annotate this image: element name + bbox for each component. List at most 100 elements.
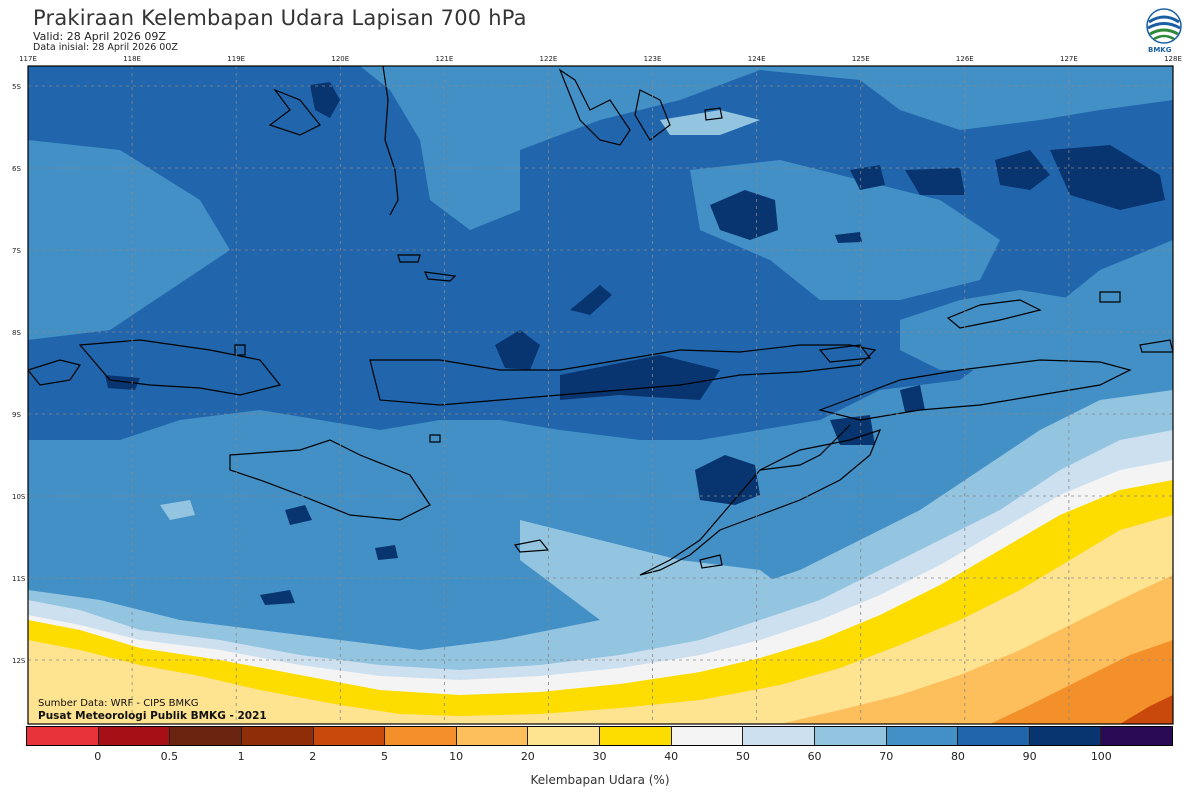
initial-data-time: Data inisial: 28 April 2026 00Z <box>33 42 178 53</box>
latitude-label: 9S <box>12 411 21 419</box>
flores-island <box>369 344 877 406</box>
colorbar-tick-label: 30 <box>592 750 607 763</box>
logo-label: BMKG <box>1148 46 1172 54</box>
timor-island <box>639 429 882 576</box>
colorbar <box>26 726 1173 746</box>
small-island <box>397 254 421 263</box>
humidity-zone-70 <box>900 290 1100 370</box>
small-island <box>424 271 457 282</box>
humidity-core-90 <box>310 82 340 118</box>
humidity-core-90 <box>900 385 925 412</box>
humidity-core-90 <box>285 505 312 525</box>
sulawesi-coast <box>382 66 399 216</box>
colorbar-segment <box>385 727 457 745</box>
latitude-label: 11S <box>12 575 26 583</box>
latitude-label: 5S <box>12 83 21 91</box>
colorbar-tick-label: 1 <box>237 750 245 763</box>
producer-credit: Pusat Meteorologi Publik BMKG - 2021 <box>38 710 267 722</box>
colorbar-segment <box>743 727 815 745</box>
colorbar-segment <box>528 727 600 745</box>
colorbar-tick-label: 100 <box>1090 750 1112 763</box>
colorbar-segment <box>313 727 386 745</box>
small-island <box>704 107 723 121</box>
latitude-label: 8S <box>12 329 21 337</box>
humidity-zone-5 <box>990 640 1173 724</box>
timor-leste-border <box>759 424 851 471</box>
humidity-zone-70 <box>28 140 230 340</box>
colorbar-segment <box>98 727 171 745</box>
humidity-zone-20 <box>28 515 1173 724</box>
small-island <box>1139 339 1173 353</box>
colorbar-segment <box>241 727 314 745</box>
data-source-credit: Sumber Data: WRF - CIPS BMKG <box>38 698 199 709</box>
alor-island <box>818 344 872 363</box>
humidity-core-90 <box>570 285 612 315</box>
latitude-label: 7S <box>12 247 21 255</box>
latitude-label: 6S <box>12 165 21 173</box>
sulawesi-coast <box>268 88 321 136</box>
humidity-core-90 <box>260 590 295 605</box>
longitude-label: 126E <box>956 55 974 63</box>
latitude-label: 12S <box>12 657 26 665</box>
colorbar-segment <box>1101 727 1172 745</box>
longitude-label: 125E <box>852 55 870 63</box>
colorbar-segment <box>814 727 887 745</box>
colorbar-segment <box>1029 727 1102 745</box>
humidity-core-90 <box>995 150 1050 190</box>
sumba-island <box>229 439 431 521</box>
humidity-core-90 <box>495 330 540 370</box>
humidity-zone-60 <box>660 110 760 135</box>
colorbar-tick-label: 40 <box>664 750 679 763</box>
small-island <box>234 344 246 356</box>
colorbar-tick-label: 20 <box>520 750 535 763</box>
small-island <box>429 434 441 443</box>
colorbar-segment <box>886 727 959 745</box>
sumbawa-island <box>78 339 282 396</box>
map-frame <box>27 65 1174 725</box>
humidity-core-90 <box>905 168 965 195</box>
colorbar-tick-label: 90 <box>1022 750 1037 763</box>
longitude-label: 127E <box>1060 55 1078 63</box>
colorbar-tick-label: 0.5 <box>160 750 179 763</box>
humidity-core-90 <box>710 190 778 240</box>
map-title: Prakiraan Kelembapan Udara Lapisan 700 h… <box>33 6 527 30</box>
longitude-label: 124E <box>748 55 766 63</box>
rote-island <box>699 554 723 569</box>
colorbar-title: Kelembapan Udara (%) <box>530 773 670 787</box>
humidity-core-90 <box>560 355 720 400</box>
longitude-label: 118E <box>123 55 141 63</box>
colorbar-tick-label: 10 <box>449 750 464 763</box>
bmkg-logo-icon <box>1146 8 1182 44</box>
humidity-zone-70 <box>28 66 1173 230</box>
longitude-label: 121E <box>435 55 453 63</box>
colorbar-tick-label: 0 <box>94 750 102 763</box>
longitude-label: 128E <box>1164 55 1182 63</box>
latitude-label: 10S <box>12 493 26 501</box>
humidity-core-90 <box>105 375 140 390</box>
humidity-core-90 <box>375 545 398 560</box>
colorbar-tick-label: 50 <box>735 750 750 763</box>
colorbar-segment <box>671 727 744 745</box>
humidity-core-90 <box>1050 145 1165 210</box>
humidity-core-90 <box>835 232 862 243</box>
colorbar-tick-label: 5 <box>380 750 388 763</box>
longitude-label: 120E <box>331 55 349 63</box>
colorbar-segment <box>170 727 242 745</box>
tanimbar-island <box>817 359 1132 421</box>
buton-island <box>558 68 631 146</box>
babar-island <box>1099 291 1121 303</box>
humidity-zone-70 <box>690 160 1000 300</box>
colorbar-segment <box>27 727 99 745</box>
colorbar-segment <box>456 727 529 745</box>
valid-time: Valid: 28 April 2026 09Z <box>33 30 166 43</box>
longitude-label: 123E <box>644 55 662 63</box>
colorbar-segment <box>958 727 1030 745</box>
humidity-zone-60 <box>160 500 195 520</box>
longitude-label: 122E <box>540 55 558 63</box>
humidity-core-90 <box>850 165 885 190</box>
sabu-island <box>513 539 550 553</box>
colorbar-tick-label: 80 <box>950 750 965 763</box>
humidity-zone-2 <box>1120 695 1173 724</box>
colorbar-segment <box>600 727 672 745</box>
